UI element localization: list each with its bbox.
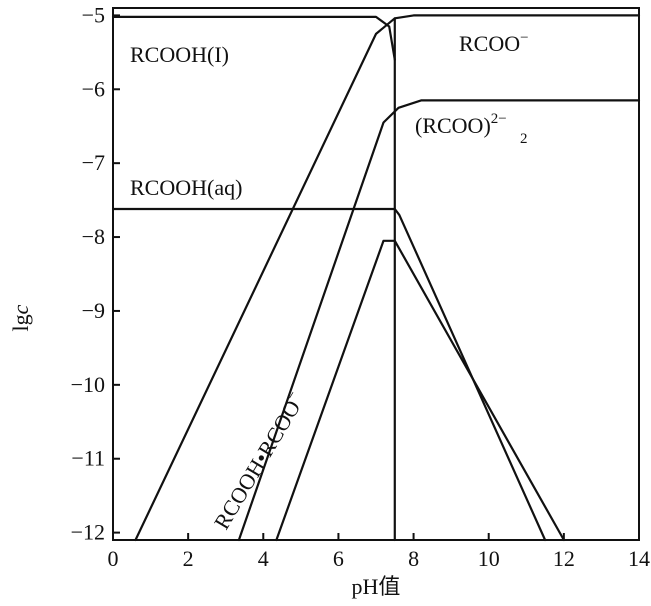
y-tick-label: −11 <box>71 446 105 471</box>
x-tick-label: 8 <box>408 546 419 571</box>
x-tick-label: 0 <box>108 546 119 571</box>
series-line-rcooh-aq <box>111 207 547 542</box>
x-tick-label: 12 <box>553 546 575 571</box>
x-tick-label: 4 <box>258 546 269 571</box>
x-tick-label: 14 <box>628 546 650 571</box>
series-label-rcooh-rcoo: RCOOH•RCOO− <box>208 388 310 534</box>
series-label-rcooh-aq: RCOOH(aq) <box>130 175 242 200</box>
y-axis-title-italic: c <box>8 304 33 314</box>
series-label-rcoo2: (RCOO)2−2 <box>415 111 528 147</box>
series-line-rcooh-rcoo <box>275 239 565 542</box>
y-axis-title: lgc <box>8 304 33 331</box>
svg-text:lgc: lgc <box>8 304 33 331</box>
y-tick-label: −6 <box>82 76 105 101</box>
series-label-rcoo-minus: RCOO− <box>459 30 529 56</box>
x-tick-label: 6 <box>333 546 344 571</box>
y-axis-title-main: lg <box>8 314 33 331</box>
x-axis-title: pH值 <box>352 574 401 599</box>
x-tick-label: 10 <box>478 546 500 571</box>
series-line-rcoo2 <box>237 99 641 542</box>
series-line-rcoo-minus <box>134 14 641 542</box>
y-tick-label: −9 <box>82 298 105 323</box>
y-tick-label: −8 <box>82 224 105 249</box>
y-tick-label: −5 <box>82 2 105 27</box>
y-tick-label: −7 <box>82 150 105 175</box>
y-tick-label: −10 <box>71 372 105 397</box>
x-tick-label: 2 <box>183 546 194 571</box>
y-tick-label: −12 <box>71 520 105 545</box>
series-line-rcooh-l <box>111 15 396 61</box>
plot-frame <box>112 7 640 541</box>
series-label-rcooh-l: RCOOH(I) <box>130 42 229 67</box>
plot-area: 0 2 4 6 8 10 12 14 −5 −6 −7 −8 −9 −10 −11 −12 <box>71 2 650 571</box>
